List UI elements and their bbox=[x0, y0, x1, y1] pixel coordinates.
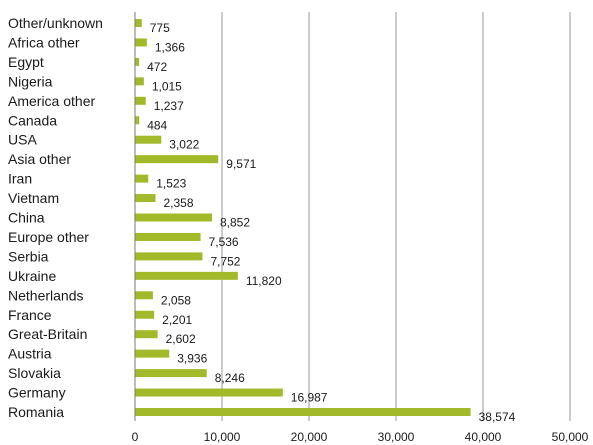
category-labels: Other/unknown Africa other Egypt Nigeria Ame… bbox=[8, 15, 103, 420]
data-label: 3,022 bbox=[169, 138, 199, 152]
data-label: 16,987 bbox=[291, 391, 328, 405]
x-tick-label: 40,000 bbox=[465, 430, 502, 444]
data-label: 11,820 bbox=[246, 274, 282, 288]
category-label: Asia other bbox=[8, 151, 71, 167]
bar bbox=[135, 349, 170, 358]
bar bbox=[135, 19, 142, 27]
bar bbox=[135, 174, 149, 183]
bar bbox=[135, 38, 147, 47]
bar bbox=[135, 310, 155, 319]
data-label: 7,752 bbox=[210, 254, 240, 268]
data-label: 2,602 bbox=[166, 332, 196, 346]
category-label: America other bbox=[8, 93, 95, 109]
category-label: Iran bbox=[8, 171, 32, 187]
bar bbox=[135, 57, 140, 66]
bar bbox=[135, 271, 238, 280]
category-label: Africa other bbox=[8, 34, 80, 50]
bar bbox=[135, 408, 471, 416]
x-tick-label: 10,000 bbox=[204, 430, 241, 444]
bar bbox=[135, 213, 213, 222]
data-label: 9,571 bbox=[226, 157, 256, 171]
data-label: 1,523 bbox=[156, 177, 186, 191]
bar bbox=[135, 252, 203, 261]
category-label: France bbox=[8, 307, 52, 323]
category-label: Austria bbox=[8, 346, 52, 362]
bar bbox=[135, 291, 153, 300]
category-label: Vietnam bbox=[8, 190, 59, 206]
category-label: USA bbox=[8, 132, 37, 148]
category-label: Netherlands bbox=[8, 287, 84, 303]
bars bbox=[135, 19, 471, 416]
data-label: 2,358 bbox=[164, 196, 194, 210]
bar bbox=[135, 330, 158, 339]
category-label: Egypt bbox=[8, 54, 44, 70]
gridlines bbox=[221, 12, 571, 421]
data-label: 2,201 bbox=[162, 313, 192, 327]
bar bbox=[135, 116, 140, 125]
data-label: 1,237 bbox=[154, 99, 184, 113]
category-label: Germany bbox=[8, 385, 66, 401]
category-label: Canada bbox=[8, 112, 57, 128]
data-label: 38,574 bbox=[479, 410, 516, 424]
x-tick-label: 30,000 bbox=[378, 430, 415, 444]
data-label: 1,366 bbox=[155, 40, 185, 54]
data-label: 484 bbox=[147, 118, 167, 132]
data-label: 472 bbox=[147, 60, 167, 74]
bar bbox=[135, 194, 156, 203]
category-label: Ukraine bbox=[8, 268, 56, 284]
data-label: 7,536 bbox=[209, 235, 239, 249]
category-label: China bbox=[8, 210, 45, 226]
category-label: Other/unknown bbox=[8, 15, 103, 31]
category-label: Serbia bbox=[8, 248, 49, 264]
category-label: Europe other bbox=[8, 229, 89, 245]
x-tick-label: 50,000 bbox=[552, 430, 589, 444]
x-axis-ticks: 0 10,000 20,000 30,000 40,000 50,000 bbox=[132, 430, 589, 444]
data-label: 8,852 bbox=[220, 216, 250, 230]
bar bbox=[135, 155, 219, 164]
category-label: Slovakia bbox=[8, 365, 61, 381]
bar bbox=[135, 96, 146, 105]
category-label: Nigeria bbox=[8, 73, 53, 89]
category-label: Romania bbox=[8, 404, 64, 420]
data-label: 3,936 bbox=[177, 352, 207, 366]
bar bbox=[135, 369, 207, 378]
category-label: Great-Britain bbox=[8, 326, 87, 342]
data-label: 2,058 bbox=[161, 293, 191, 307]
x-tick-label: 20,000 bbox=[291, 430, 328, 444]
bar bbox=[135, 232, 201, 241]
x-tick-label: 0 bbox=[132, 430, 139, 444]
data-label: 775 bbox=[150, 21, 170, 35]
bar bbox=[135, 77, 144, 86]
bar bbox=[135, 135, 162, 144]
data-label: 8,246 bbox=[215, 371, 245, 385]
data-label: 1,015 bbox=[152, 79, 182, 93]
bar bbox=[135, 388, 283, 397]
